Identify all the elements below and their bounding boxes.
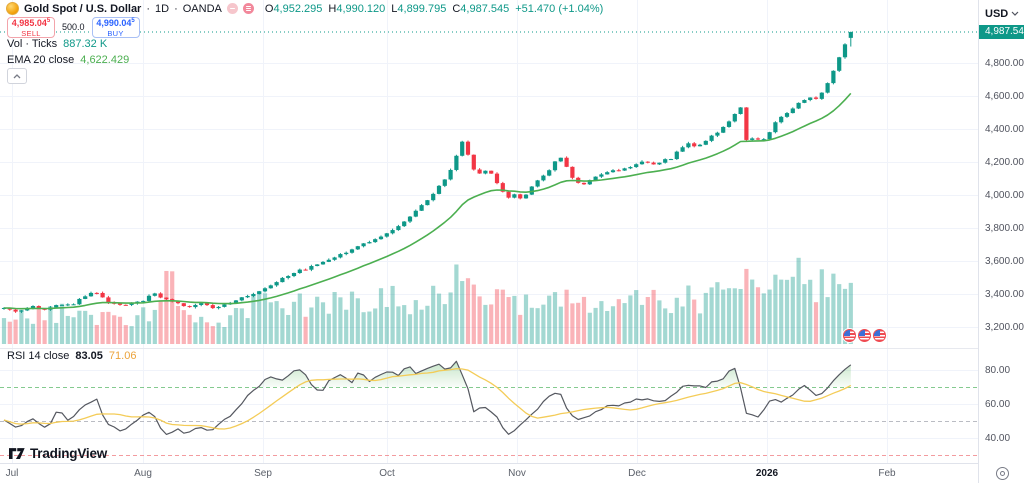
rsi-tick-label: 80.00 [985,365,1011,376]
currency-selector[interactable]: USD [979,0,1024,28]
tradingview-mark-icon [9,447,25,459]
time-tick-label: Oct [379,468,395,479]
rsi-legend[interactable]: RSI 14 close 83.05 71.06 [7,350,137,362]
collapse-legend-button[interactable] [7,68,27,84]
volume-value: 887.32 K [63,38,108,50]
time-tick-label: Jul [5,468,19,479]
time-axis[interactable]: Jul Aug Sep Oct Nov Dec 2026 Feb [0,463,1024,483]
rsi-tick-label: 60.00 [985,399,1011,410]
price-tick-label: 3,200.000 [985,322,1024,333]
rsi-tick-label: 40.00 [985,433,1011,444]
sell-button[interactable]: 4,985.045 SELL [7,17,55,38]
rsi-value: 83.05 [75,350,103,362]
ema-value: 4,622.429 [80,54,130,66]
time-tick-label: Dec [628,468,646,479]
gold-coin-icon [6,2,19,15]
ema-legend[interactable]: EMA 20 close 4,622.429 [7,54,130,66]
minus-badge-icon[interactable] [226,3,238,14]
current-price-badge: 4,987.545 [979,25,1024,40]
price-tick-label: 4,200.000 [985,157,1024,168]
time-tick-label: Feb [878,468,896,479]
axis-corner [978,463,1024,483]
timeframe-label[interactable]: 1D [155,2,170,15]
price-axis[interactable]: USD 4,800.000 4,600.000 4,400.000 4,200.000… [978,0,1024,463]
event-markers [843,329,886,342]
us-flag-event-icon[interactable] [843,329,856,342]
price-tick-label: 3,800.000 [985,223,1024,234]
time-tick-label: Aug [134,468,152,479]
scroll-to-recent-icon[interactable] [995,466,1009,480]
spread-value: 500.0 [62,22,85,32]
exchange-label: OANDA [182,2,222,15]
price-tick-label: 4,000.000 [985,190,1024,201]
caret-down-icon [1011,11,1019,16]
us-flag-event-icon[interactable] [873,329,886,342]
chevron-up-icon [13,73,21,78]
tradingview-logo[interactable]: TradingView [9,446,107,461]
ohlc-values: O4,952.295 H4,990.120 L4,899.795 C4,987.… [264,2,604,15]
price-tick-label: 4,400.000 [985,124,1024,135]
time-tick-label: 2026 [755,468,779,479]
change-value: +51.470 (+1.04%) [515,2,604,15]
price-tick-label: 3,400.000 [985,289,1024,300]
price-tick-label: 4,800.000 [985,58,1024,69]
rsi-ma-value: 71.06 [108,350,137,362]
chart-canvas[interactable] [0,0,978,463]
price-tick-label: 4,600.000 [985,91,1024,102]
trade-panel: 4,985.045 SELL 500.0 4,990.045 BUY [7,17,140,38]
us-flag-event-icon[interactable] [858,329,871,342]
symbol-title: Gold Spot / U.S. Dollar [24,2,142,15]
symbol-legend[interactable]: Gold Spot / U.S. Dollar · 1D · OANDA O4,… [6,2,603,15]
time-tick-label: Nov [508,468,526,479]
buy-button[interactable]: 4,990.045 BUY [91,17,140,38]
time-tick-label: Sep [254,468,272,479]
price-tick-label: 3,600.000 [985,256,1024,267]
volume-legend[interactable]: Vol · Ticks 887.32 K [7,38,108,50]
list-badge-icon[interactable] [242,3,254,14]
